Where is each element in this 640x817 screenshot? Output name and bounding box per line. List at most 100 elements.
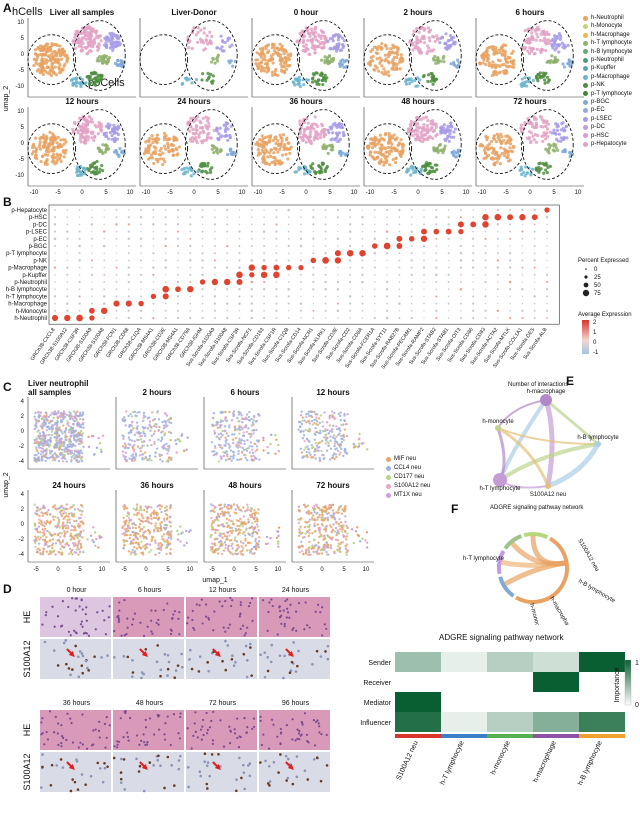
dotplot-dot bbox=[214, 288, 216, 291]
dotplot-dot bbox=[214, 216, 216, 219]
legend-item: p-DC bbox=[583, 123, 640, 131]
umap-point bbox=[416, 76, 420, 80]
dotplot-dot bbox=[310, 257, 317, 264]
dotplot-dot bbox=[287, 208, 290, 212]
umap-point bbox=[188, 129, 192, 133]
neutrophil-point bbox=[46, 419, 49, 422]
umap-point bbox=[113, 136, 117, 140]
dotplot-dot bbox=[300, 209, 302, 211]
neutrophil-point bbox=[219, 436, 223, 439]
umap-point bbox=[383, 155, 387, 160]
neutrophil-point bbox=[262, 439, 265, 442]
neutrophil-point bbox=[168, 446, 171, 450]
umap-point bbox=[78, 116, 82, 120]
hcells-outline bbox=[475, 34, 524, 85]
neutrophil-point bbox=[227, 443, 231, 446]
neutrophil-point bbox=[58, 447, 62, 451]
neutrophil-point bbox=[35, 422, 38, 425]
neutrophil-point bbox=[300, 451, 304, 454]
legend-swatch bbox=[583, 74, 588, 80]
dotplot-dot bbox=[372, 243, 378, 249]
umap-point bbox=[310, 80, 315, 84]
dotplot-dot bbox=[398, 266, 401, 269]
umap-point bbox=[401, 142, 405, 146]
umap-point bbox=[529, 173, 533, 177]
umap-point bbox=[54, 161, 59, 165]
umap-point bbox=[195, 40, 200, 44]
legend-label: p-Kupffer bbox=[591, 65, 616, 72]
dotplot-dot bbox=[312, 230, 314, 233]
umap-point bbox=[189, 116, 193, 121]
umap-point bbox=[73, 36, 77, 40]
dotplot-dot bbox=[250, 230, 253, 233]
umap-point bbox=[380, 64, 384, 68]
umap-point bbox=[313, 79, 317, 83]
dotplot-dot bbox=[103, 259, 106, 262]
neutrophil-point bbox=[60, 448, 64, 452]
dotplot-dot bbox=[423, 209, 425, 211]
neutrophil-point bbox=[252, 423, 255, 426]
legend-label: h-T lymphocyte bbox=[591, 40, 632, 47]
dotplot-dot bbox=[201, 273, 204, 277]
x-tick-label: -10 bbox=[254, 190, 263, 196]
dotplot-dot bbox=[300, 223, 302, 226]
umap-point bbox=[274, 147, 278, 151]
umap-point bbox=[262, 69, 266, 73]
umap-point bbox=[216, 55, 220, 59]
dotplot-dot bbox=[238, 287, 241, 291]
neutrophil-point bbox=[62, 517, 65, 521]
neutrophil-point bbox=[80, 423, 83, 426]
umap-point bbox=[541, 39, 546, 43]
umap-point bbox=[522, 83, 526, 87]
dotplot-dot bbox=[312, 266, 315, 269]
dotplot-dot bbox=[115, 209, 118, 211]
dotplot-dot bbox=[51, 314, 59, 322]
neutrophil-point bbox=[141, 419, 145, 423]
neutrophil-point bbox=[224, 410, 227, 414]
neutrophil-point bbox=[158, 425, 161, 429]
neutrophil-point bbox=[313, 453, 316, 457]
umap-point bbox=[450, 35, 454, 40]
umap-point bbox=[38, 140, 42, 144]
umap-point bbox=[395, 67, 399, 71]
dotplot-dot bbox=[201, 216, 204, 219]
dotplot-dot bbox=[66, 302, 69, 305]
neutrophil-point bbox=[65, 460, 68, 463]
umap-point bbox=[212, 128, 216, 133]
umap-point bbox=[498, 59, 502, 63]
dotplot-dot bbox=[435, 266, 438, 269]
umap-point bbox=[44, 149, 49, 154]
dotplot-dot bbox=[66, 237, 69, 240]
umap-point bbox=[523, 174, 527, 178]
umap-point bbox=[550, 131, 554, 135]
dotplot-dot bbox=[472, 252, 475, 255]
neutrophil-point bbox=[45, 447, 49, 451]
neutrophil-point bbox=[343, 419, 346, 422]
umap-point bbox=[387, 140, 391, 144]
dotplot-dot bbox=[411, 216, 413, 218]
dotplot-dot bbox=[361, 295, 364, 298]
umap-point bbox=[311, 43, 315, 47]
umap-point bbox=[553, 34, 557, 38]
dotplot-dot bbox=[275, 288, 278, 291]
neutrophil-point bbox=[72, 452, 76, 455]
umap-point bbox=[342, 65, 346, 69]
umap-point bbox=[450, 151, 454, 155]
umap-point bbox=[389, 47, 393, 51]
umap-point bbox=[41, 72, 45, 77]
dotplot-dot bbox=[90, 302, 93, 305]
dotplot-dot bbox=[115, 317, 118, 319]
neutrophil-point bbox=[54, 421, 57, 424]
umap-point bbox=[199, 28, 203, 32]
dotplot-dot bbox=[361, 215, 364, 219]
umap-point bbox=[498, 162, 503, 166]
dotplot-dot bbox=[545, 280, 549, 284]
umap-point bbox=[268, 154, 273, 158]
neutrophil-point bbox=[231, 438, 235, 441]
umap-point bbox=[263, 55, 267, 59]
umap-point bbox=[417, 30, 421, 34]
umap-point bbox=[36, 55, 40, 59]
dotplot-dot bbox=[54, 274, 56, 276]
neutrophil-point bbox=[59, 411, 63, 415]
neutrophil-point bbox=[313, 450, 316, 453]
